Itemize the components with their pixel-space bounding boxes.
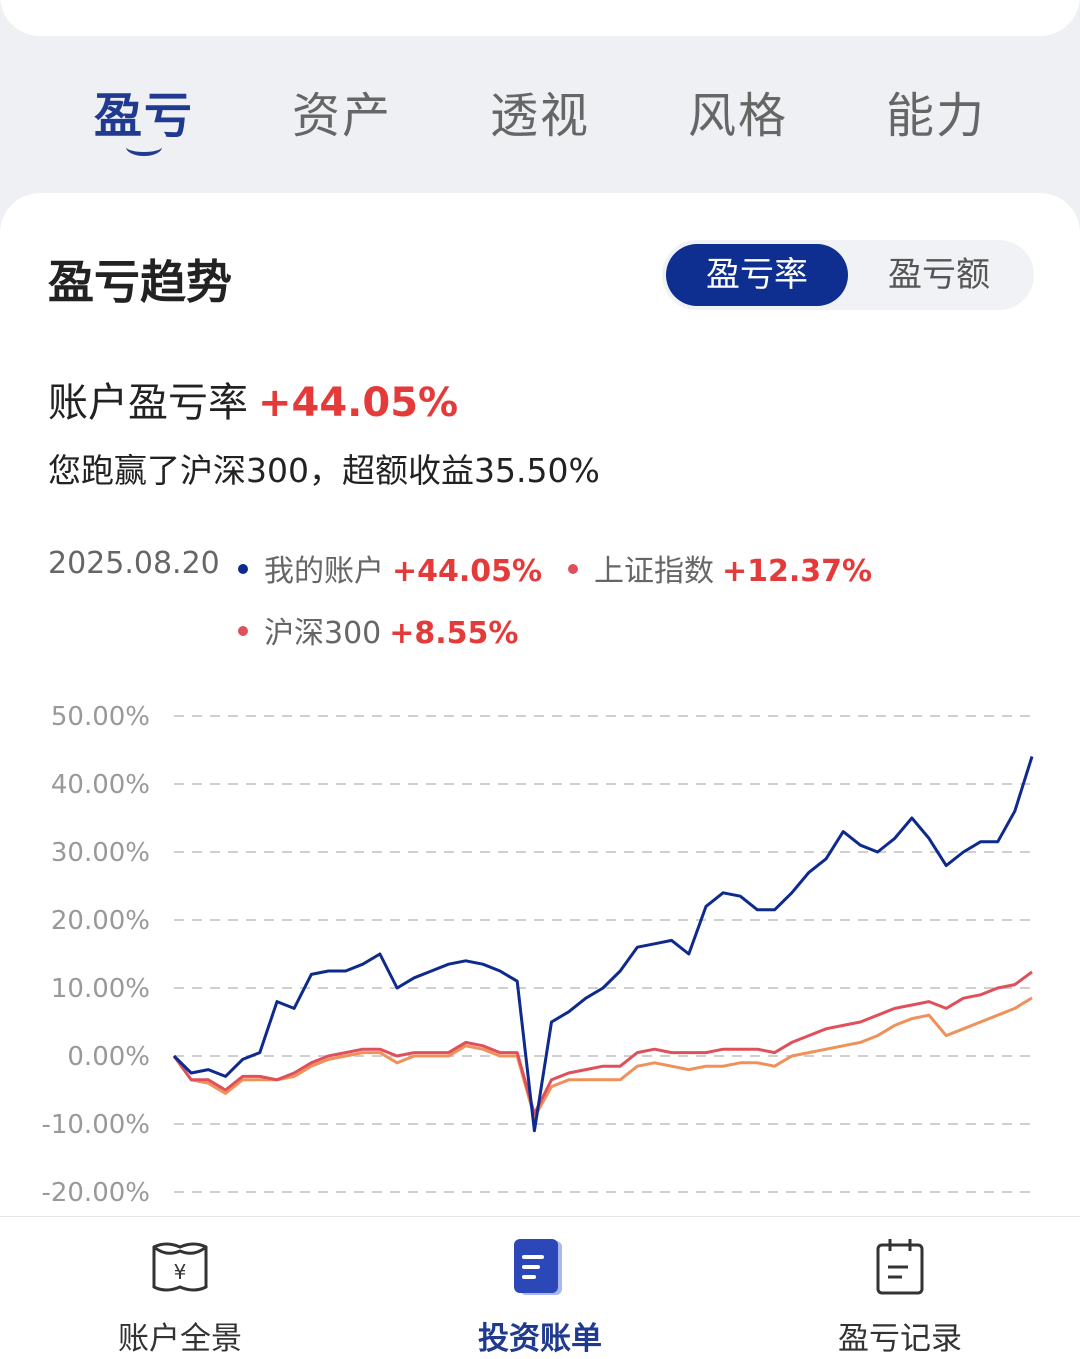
nav-label: 盈亏记录 [838,1321,962,1357]
metric-toggle: 盈亏率 盈亏额 [662,240,1034,310]
account-rate-label: 账户盈亏率 [48,380,248,426]
legend-shanghai-index: 上证指数 +12.37% [568,546,872,590]
outperform-summary: 您跑赢了沪深300，超额收益35.50% [48,451,600,490]
profit-trend-chart: 50.00% 40.00% 30.00% 20.00% 10.00% 0.00% -10.0… [41,702,1034,1208]
calendar-icon [876,1239,924,1295]
tab-style[interactable]: 风格 [687,88,788,144]
y-tick-label: 30.00% [51,838,150,868]
tab-profit-loss[interactable]: 盈亏 [93,88,194,144]
legend-dot-icon [238,625,248,636]
toggle-rate-button[interactable]: 盈亏率 [666,244,848,306]
series-line-2 [172,996,1033,1119]
legend-date: 2025.08.20 [48,546,220,581]
tab-bar: 盈亏 资产 透视 风格 能力 [0,70,1080,160]
series-line-1 [172,970,1033,1116]
nav-account-overview[interactable]: ¥ 账户全景 [0,1217,360,1359]
legend-dot-icon [568,563,578,574]
legend-csi300: 沪深300 +8.55% [238,608,518,652]
section-title: 盈亏趋势 [48,255,232,309]
y-tick-label: 50.00% [51,702,150,732]
legend-label: 沪深300 [264,616,382,651]
y-tick-label: 10.00% [51,974,150,1004]
y-tick-label: 0.00% [67,1042,150,1072]
account-rate-value: +44.05% [258,380,459,426]
y-tick-label: 20.00% [51,906,150,936]
legend-value: +12.37% [722,554,873,589]
series-line-0 [172,756,1034,1133]
legend-my-account: 我的账户 +44.05% [238,546,542,590]
legend-label: 上证指数 [594,554,714,589]
nav-label: 账户全景 [118,1321,242,1357]
y-tick-label: -10.00% [41,1110,150,1140]
legend-dot-icon [238,563,248,574]
tab-ability[interactable]: 能力 [885,88,986,144]
toggle-amount-button[interactable]: 盈亏额 [888,255,990,295]
y-tick-label: 40.00% [51,770,150,800]
bill-icon [514,1239,562,1295]
tab-perspective[interactable]: 透视 [489,88,590,144]
legend-value: +44.05% [392,554,543,589]
svg-text:¥: ¥ [174,1260,187,1284]
tab-assets[interactable]: 资产 [291,88,392,144]
legend-value: +8.55% [389,616,519,651]
profit-trend-card [0,193,1080,1358]
nav-investment-bill[interactable]: 投资账单 [360,1217,720,1359]
nav-profit-record[interactable]: 盈亏记录 [720,1217,1080,1359]
y-tick-label: -20.00% [41,1178,150,1208]
account-rate: 账户盈亏率 +44.05% [48,370,458,428]
legend-label: 我的账户 [264,554,384,589]
bottom-nav: ¥ 账户全景 投资账单 盈亏记录 [0,1216,1080,1359]
top-card [0,0,1080,36]
wallet-icon: ¥ [152,1242,208,1292]
tab-active-indicator [126,138,162,156]
nav-label: 投资账单 [478,1321,602,1357]
